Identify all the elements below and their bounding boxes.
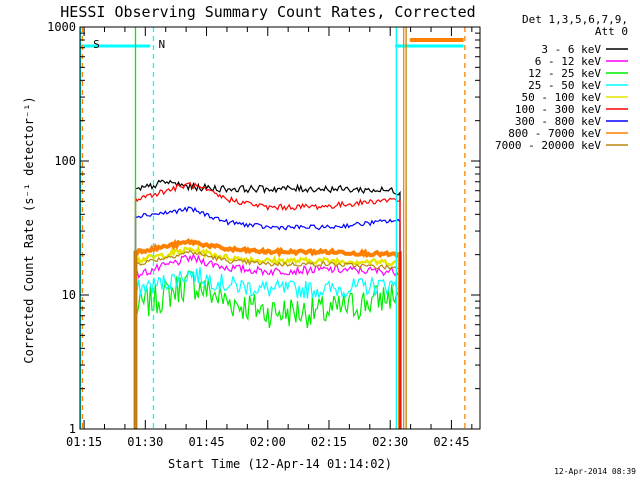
y-tick-label: 100 xyxy=(54,154,76,168)
region-label-n: N xyxy=(158,38,165,51)
legend-label: 50 - 100 keV xyxy=(522,91,602,104)
x-tick-label: 01:45 xyxy=(188,435,224,449)
x-tick-label: 01:30 xyxy=(127,435,163,449)
y-tick-label: 1 xyxy=(69,422,76,436)
x-tick-label: 02:30 xyxy=(372,435,408,449)
x-tick-label: 02:15 xyxy=(311,435,347,449)
x-tick-label: 02:45 xyxy=(433,435,469,449)
series-line xyxy=(134,244,402,429)
legend-header: Det 1,3,5,6,7,9, xyxy=(522,13,628,26)
legend-label: 800 - 7000 keV xyxy=(508,127,601,140)
x-axis-label: Start Time (12-Apr-14 01:14:02) xyxy=(168,457,392,471)
plot-timestamp: 12-Apr-2014 08:39 xyxy=(554,467,636,476)
x-tick-label: 01:15 xyxy=(66,435,102,449)
region-label-s: S xyxy=(93,38,100,51)
legend-label: 7000 - 20000 keV xyxy=(495,139,601,152)
series-line xyxy=(134,267,401,429)
series-line xyxy=(134,270,401,429)
series-line xyxy=(134,182,401,429)
y-tick-label: 10 xyxy=(62,288,76,302)
legend-label: 6 - 12 keV xyxy=(535,55,602,68)
series-line xyxy=(134,249,401,429)
x-tick-label: 02:00 xyxy=(250,435,286,449)
plot-frame xyxy=(79,26,481,430)
series-line xyxy=(134,252,401,429)
series-line xyxy=(134,179,401,429)
legend-label: 100 - 300 keV xyxy=(515,103,601,116)
series-line xyxy=(134,206,401,429)
legend-label: 300 - 800 keV xyxy=(515,115,601,128)
legend-label: 25 - 50 keV xyxy=(528,79,601,92)
y-axis-label: Corrected Count Rate (s⁻¹ detector⁻¹) xyxy=(22,96,36,363)
chart-title: HESSI Observing Summary Count Rates, Cor… xyxy=(60,3,475,21)
series-line xyxy=(133,238,402,429)
legend-label: 12 - 25 keV xyxy=(528,67,601,80)
y-tick-label: 1000 xyxy=(47,20,76,34)
legend-header: Att 0 xyxy=(595,25,628,38)
legend-label: 3 - 6 keV xyxy=(541,43,601,56)
